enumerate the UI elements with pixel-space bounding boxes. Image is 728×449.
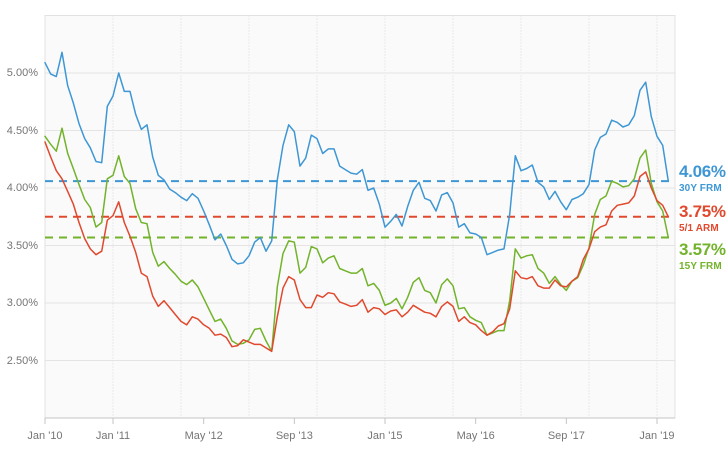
x-axis-label-sep-13: Sep '13 — [275, 430, 313, 442]
series-name-15y-frm: 15Y FRM — [679, 261, 722, 272]
series-line-15y-frm — [44, 127, 670, 353]
current-rate-labels: 4.06% 30Y FRM 3.75% 5/1 ARM 3.57% 15Y FR… — [679, 0, 728, 449]
current-rate-value-30y-frm: 4.06% — [679, 162, 726, 181]
x-axis-label-jan-11: Jan '11 — [95, 430, 131, 442]
y-axis-label-5-00-: 5.00% — [6, 67, 38, 79]
current-rate-5-1-arm: 3.75% 5/1 ARM — [679, 202, 728, 235]
x-axis-label-jan-15: Jan '15 — [367, 430, 403, 442]
y-axis-label-2-50-: 2.50% — [6, 354, 38, 367]
y-axis-label-3-50-: 3.50% — [6, 239, 38, 252]
x-axis-label-sep-17: Sep '17 — [547, 430, 585, 442]
current-rate-15y-frm: 3.57% 15Y FRM — [679, 240, 728, 273]
series-name-30y-frm: 30Y FRM — [679, 183, 722, 194]
x-axis-label-jan-10: Jan '10 — [27, 430, 63, 442]
x-axis-label-may-12: May '12 — [184, 430, 223, 442]
y-axis-label-4-00-: 4.00% — [6, 182, 38, 194]
series-line-5-1-arm — [44, 141, 670, 353]
y-axis-label-4-50-: 4.50% — [6, 124, 38, 137]
current-rate-30y-frm: 4.06% 30Y FRM — [679, 162, 728, 195]
current-rate-value-15y-frm: 3.57% — [679, 240, 726, 259]
plot-area[interactable] — [45, 16, 675, 419]
series-name-5-1-arm: 5/1 ARM — [679, 223, 719, 234]
x-axis-label-jan-19: Jan '19 — [639, 430, 675, 442]
x-axis-label-may-16: May '16 — [456, 430, 495, 442]
current-rate-value-5-1-arm: 3.75% — [679, 202, 726, 221]
y-axis-label-3-00-: 3.00% — [6, 297, 38, 309]
series-line-30y-frm — [44, 51, 670, 265]
